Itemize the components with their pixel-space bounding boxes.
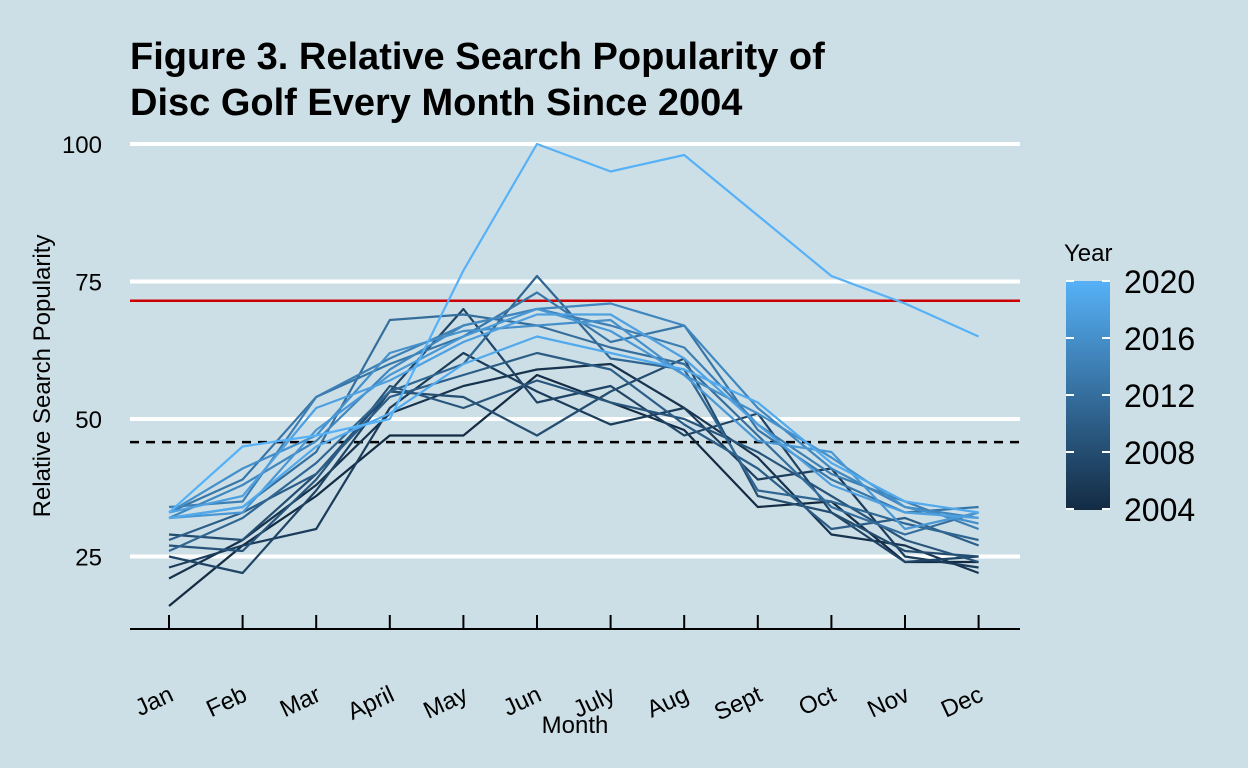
legend-label: 2008 (1124, 435, 1195, 471)
x-tick-label: Jan (131, 681, 177, 722)
x-tick-label: Dec (937, 681, 987, 724)
series-line-2005 (168, 362, 979, 580)
series-line-2014 (168, 307, 979, 531)
x-tick-label: Nov (863, 681, 913, 724)
series-line-2010 (168, 351, 979, 547)
series-line-2008 (168, 357, 979, 558)
legend-label: 2004 (1124, 492, 1195, 528)
y-tick-label: 25 (75, 545, 102, 572)
x-tick-label: Sept (710, 681, 766, 726)
x-tick-label: Aug (643, 681, 693, 724)
x-tick-label: Feb (202, 681, 251, 723)
x-tick-label: Jun (499, 681, 545, 722)
series-lines (168, 142, 980, 607)
legend-label: 2020 (1124, 264, 1195, 300)
chart-title-line-2: Disc Golf Every Month Since 2004 (130, 82, 743, 124)
x-tick-label: Mar (276, 681, 325, 723)
x-axis: Jan Feb Mar April May Jun July Aug Sept Oct Nov Dec (130, 615, 1020, 726)
series-line-2006 (168, 351, 979, 569)
series-line-2017 (168, 307, 979, 531)
legend: Year 2020 2016 2012 2008 2004 (1064, 240, 1195, 528)
series-line-2016 (168, 318, 979, 525)
series-line-2020 (168, 142, 980, 514)
legend-label: 2012 (1124, 378, 1195, 414)
series-line-2015 (168, 302, 979, 520)
series-line-2019 (168, 335, 979, 520)
series-line-2009 (168, 379, 979, 564)
x-tick-label: Oct (795, 681, 841, 721)
series-line-2012 (168, 313, 979, 536)
chart-title: Figure 3. Relative Search Popularity of … (130, 34, 1130, 126)
series-line-2018 (168, 313, 979, 520)
x-axis-title: Month (542, 712, 609, 739)
legend-title: Year (1064, 240, 1113, 267)
gridlines (130, 142, 1020, 559)
x-tick-label: May (419, 681, 472, 725)
chart-title-line-1: Figure 3. Relative Search Popularity of (130, 36, 825, 78)
x-tick-label: April (343, 681, 398, 726)
y-tick-label: 50 (75, 407, 102, 434)
y-axis-title: Relative Search Popularity (29, 235, 56, 518)
legend-label: 2016 (1124, 321, 1195, 357)
y-tick-label: 100 (62, 132, 102, 159)
y-axis: 25 50 75 100 (62, 132, 102, 572)
series-line-2007 (168, 307, 979, 575)
y-tick-label: 75 (75, 270, 102, 297)
